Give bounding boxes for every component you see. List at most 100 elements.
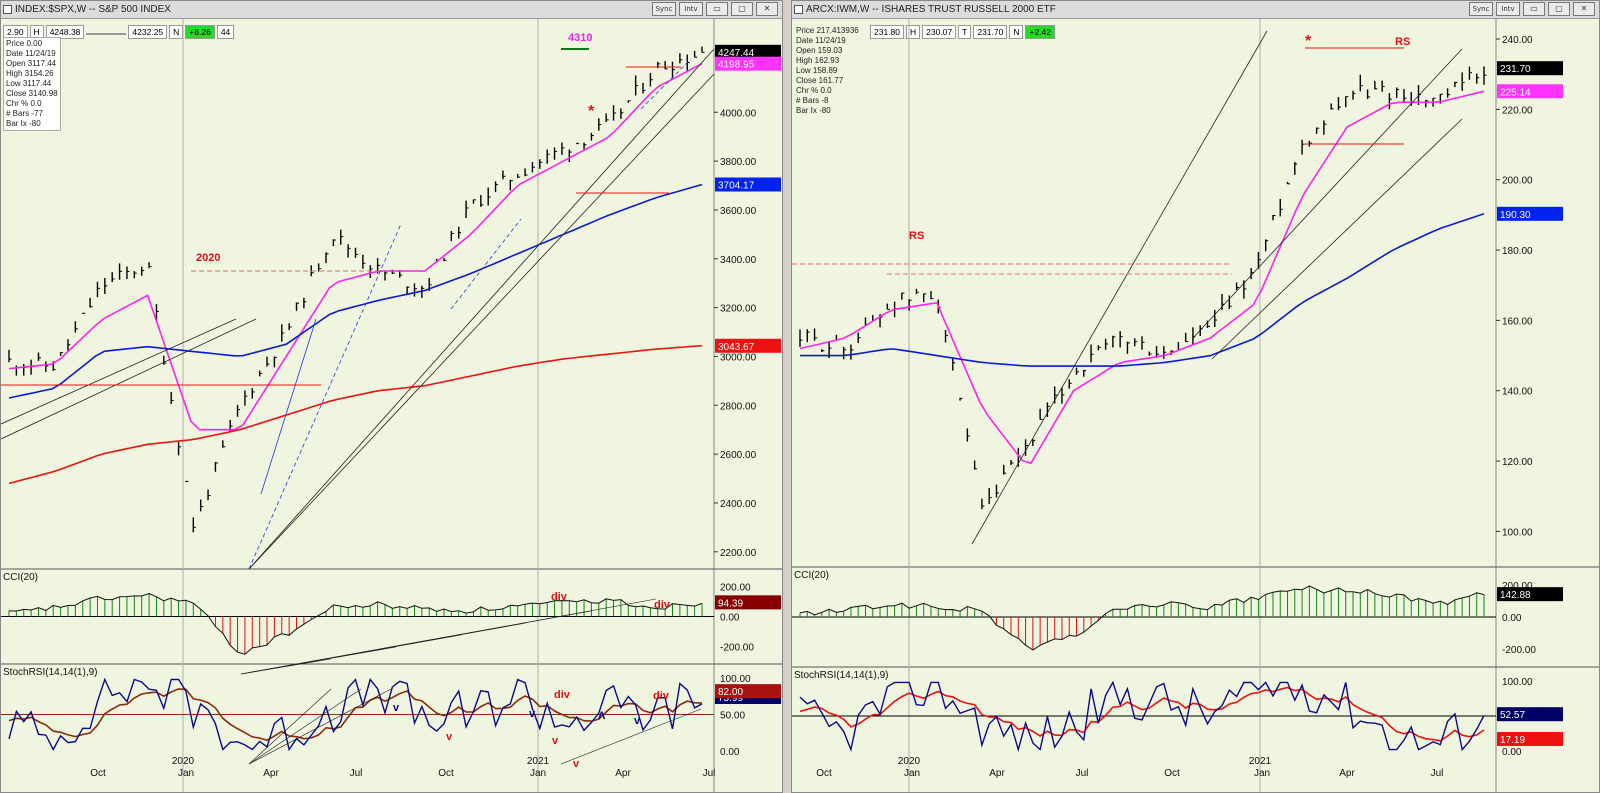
stoch-tag2: 82.00	[718, 687, 743, 698]
stoch-tag2: 17.19	[1500, 735, 1525, 746]
year-label: 2020	[172, 756, 195, 767]
maximize-button[interactable]: ▢	[1548, 2, 1570, 16]
quote-cell: 4232.25	[128, 25, 168, 39]
y-tick-label: 3800.00	[720, 157, 757, 168]
quote-cell: 230.07	[922, 25, 957, 39]
quote-cell	[86, 33, 127, 35]
cci-tag: 142.88	[1500, 590, 1531, 601]
iwm-title-bar[interactable]: ARCX:IWM,W -- ISHARES TRUST RUSSELL 2000…	[792, 1, 1599, 19]
window-menu-icon[interactable]	[3, 5, 12, 14]
cci-tag-bg	[715, 595, 781, 610]
price-tag: 3704.17	[718, 180, 755, 191]
x-tick-label: Jan	[904, 768, 920, 779]
trend-channel-line	[450, 218, 522, 310]
y-tick-label: 220.00	[1502, 105, 1533, 116]
y-tick-label: 3400.00	[720, 255, 757, 266]
stoch-trend-line	[560, 708, 702, 765]
stoch-title: StochRSI(14,14(1),9)	[794, 670, 889, 681]
cci-line	[8, 592, 703, 655]
quote-change: +2.42	[1025, 25, 1055, 39]
close-button[interactable]: ✕	[756, 2, 778, 16]
interval-button[interactable]: Intv	[679, 2, 703, 16]
cci-div-label: div	[654, 599, 671, 611]
x-tick-label: Jul	[1431, 768, 1444, 779]
stoch-tick-label: 50.00	[720, 711, 745, 722]
cci-tick-label: 0.00	[1502, 613, 1522, 624]
quote-cell: 231.80	[870, 25, 904, 39]
info-line: Open 159.03	[796, 46, 843, 55]
quote-change: +8.26	[185, 25, 215, 39]
trend-channel-line	[640, 58, 692, 110]
trend-channel-line	[1211, 118, 1463, 360]
close-button[interactable]: ✕	[1573, 2, 1595, 16]
quote-cell: 44	[216, 25, 235, 39]
annotation-rs-right: RS	[1395, 36, 1410, 48]
sync-button[interactable]: Sync	[1469, 2, 1493, 16]
quote-cell: N	[1009, 25, 1024, 39]
info-line: Low 158.89	[796, 66, 838, 75]
maximize-button[interactable]: ▢	[731, 2, 753, 16]
year-label: 2021	[527, 756, 550, 767]
cci-div-label: div	[551, 591, 568, 603]
iwm-data-box: Price 217.413936 Date 11/24/19 Open 159.…	[794, 25, 861, 117]
price-tag: 4198.95	[718, 60, 755, 71]
spx-title-bar[interactable]: INDEX:$SPX,W -- S&P 500 INDEX Sync Intv …	[1, 1, 782, 19]
x-tick-label: Jul	[703, 768, 716, 779]
x-tick-label: Apr	[263, 768, 279, 779]
y-tick-label: 180.00	[1502, 246, 1533, 257]
stoch-signal-letter: v	[573, 758, 580, 770]
minimize-button[interactable]: ▭	[1523, 2, 1545, 16]
annotation-4310: 4310	[568, 32, 592, 44]
iwm-quote-strip: 231.80 H 230.07 T 231.70 N +2.42	[870, 25, 1057, 39]
cci-tick-label: 200.00	[1502, 581, 1533, 592]
x-tick-label: Jul	[1076, 768, 1089, 779]
stoch-title: StochRSI(14,14(1),9)	[3, 667, 98, 678]
stoch-signal-letter: v	[446, 731, 453, 743]
info-line: Chr % 0.0	[6, 99, 42, 108]
window-menu-icon[interactable]	[794, 5, 803, 14]
y-tick-label: 2200.00	[720, 548, 757, 559]
cci-tag-bg	[1497, 587, 1563, 602]
sync-button[interactable]: Sync	[652, 2, 676, 16]
price-tag-bg	[715, 56, 781, 71]
x-tick-label: Oct	[438, 768, 454, 779]
y-tick-label: 240.00	[1502, 35, 1533, 46]
stoch-tick-label: 100.00	[1502, 677, 1533, 688]
stoch-signal-letter: v	[529, 708, 536, 720]
cci-title: CCI(20)	[794, 570, 829, 581]
price-tag: 3043.67	[718, 342, 755, 353]
info-line: Chr % 0.0	[796, 86, 832, 95]
minimize-button[interactable]: ▭	[706, 2, 728, 16]
stoch-tick-label: 0.00	[1502, 747, 1522, 758]
y-tick-label: 2800.00	[720, 401, 757, 412]
info-line: # Bars -77	[6, 109, 43, 118]
price-tag-bg	[715, 177, 781, 192]
stoch-tick-label: 0.00	[720, 747, 740, 758]
annotation-2020: 2020	[196, 252, 220, 264]
ma-blue-line	[800, 213, 1485, 367]
x-tick-label: Jan	[530, 768, 546, 779]
trend-channel-line	[971, 30, 1268, 545]
trend-channel-line	[248, 48, 715, 570]
spx-chart-canvas[interactable]: 4000.00 3800.00 3600.00 3400.00 3200.00 3000.…	[1, 19, 783, 793]
cci-title: CCI(20)	[3, 572, 38, 583]
price-tag-bg	[1497, 206, 1563, 221]
cci-line	[799, 585, 1485, 651]
info-line: High 3154.26	[6, 69, 54, 78]
iwm-chart-window[interactable]: ARCX:IWM,W -- ISHARES TRUST RUSSELL 2000…	[791, 0, 1600, 793]
interval-button[interactable]: Intv	[1496, 2, 1520, 16]
stoch-rsi-line	[8, 677, 703, 752]
spx-chart-window[interactable]: INDEX:$SPX,W -- S&P 500 INDEX Sync Intv …	[0, 0, 783, 793]
quote-cell: 231.70	[973, 25, 1008, 39]
y-tick-label: 2600.00	[720, 450, 757, 461]
star-marker: *	[588, 103, 595, 120]
x-tick-label: Jul	[350, 768, 363, 779]
y-tick-label: 3600.00	[720, 206, 757, 217]
iwm-title: ARCX:IWM,W -- ISHARES TRUST RUSSELL 2000…	[806, 4, 1056, 15]
info-line: Open 3117.44	[6, 59, 57, 68]
stoch-tag: 52.57	[1500, 710, 1525, 721]
iwm-chart-canvas[interactable]: 240.00 220.00 200.00 180.00 160.00 140.00 120.…	[792, 19, 1600, 793]
stoch-tag: 73.99	[718, 693, 743, 704]
info-line: Bar Ix -80	[6, 119, 41, 128]
stoch-fan-line	[248, 688, 362, 765]
